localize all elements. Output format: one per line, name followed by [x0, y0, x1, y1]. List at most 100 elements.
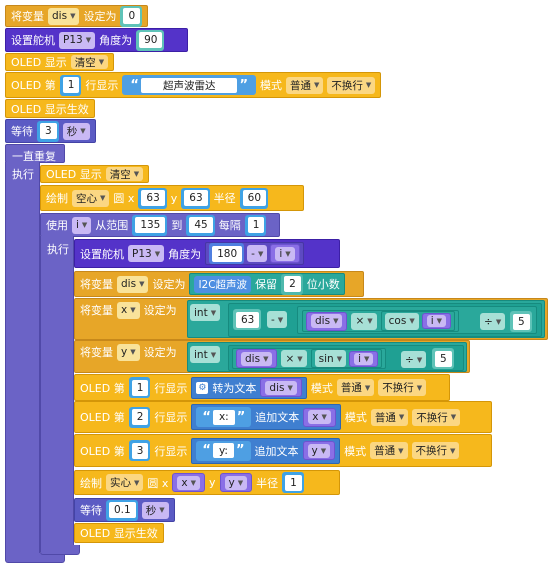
wrap-dropdown[interactable]: 不换行 ▼: [412, 408, 461, 426]
set-variable-block[interactable]: 将变量 dis ▼ 设定为 I2C超声波 保留 2 位小数: [74, 271, 364, 297]
set-variable-block[interactable]: 将变量 dis ▼ 设定为 0: [5, 5, 149, 27]
cast-dropdown[interactable]: int ▼: [190, 346, 221, 363]
divide-expression[interactable]: dis ▼ × ▼ sin ▼ i ▼ ÷ ▼ 5: [228, 345, 464, 371]
unit-dropdown[interactable]: 秒 ▼: [141, 501, 169, 519]
x-input[interactable]: 63: [138, 187, 167, 209]
fill-dropdown[interactable]: 空心 ▼: [72, 189, 110, 207]
set-variable-block[interactable]: 将变量 y ▼ 设定为 int ▼ dis ▼ × ▼ sin ▼ i ▼ ÷ ▼ 5: [74, 340, 470, 373]
function-dropdown[interactable]: cos ▼: [384, 312, 419, 330]
ultrasonic-read-block[interactable]: I2C超声波 保留 2 位小数: [189, 273, 345, 295]
variable-pill[interactable]: i ▼: [270, 244, 300, 263]
number-input[interactable]: 5: [510, 311, 532, 332]
variable-pill[interactable]: dis ▼: [236, 349, 278, 368]
oled-clear-block[interactable]: OLED 显示 清空 ▼: [40, 165, 150, 183]
wrap-dropdown[interactable]: 不换行 ▼: [327, 76, 376, 94]
angle-input[interactable]: 90: [136, 29, 165, 51]
multiply-expression[interactable]: dis ▼ × ▼ sin ▼ i ▼: [232, 348, 387, 369]
range-end-input[interactable]: 45: [186, 214, 215, 236]
gear-icon[interactable]: ⚙: [196, 381, 209, 394]
oled-show-block[interactable]: OLED 显示生效: [5, 99, 95, 118]
variable-dropdown[interactable]: dis ▼: [117, 275, 149, 293]
line-number-input[interactable]: 2: [128, 406, 151, 428]
mode-dropdown[interactable]: 普通 ▼: [336, 379, 375, 396]
oled-clear-block[interactable]: OLED 显示 清空 ▼: [5, 53, 115, 71]
operator-dropdown[interactable]: - ▼: [247, 245, 268, 262]
oled-show-block[interactable]: OLED 显示生效: [74, 523, 164, 543]
variable-dropdown[interactable]: dis ▼: [48, 7, 80, 25]
pin-dropdown[interactable]: P13 ▼: [128, 245, 165, 262]
variable-pill[interactable]: dis ▼: [306, 311, 348, 331]
text-input[interactable]: “y:”: [196, 440, 251, 461]
variable-pill[interactable]: i ▼: [421, 313, 452, 329]
variable-pill[interactable]: y ▼: [219, 473, 253, 492]
number-input[interactable]: 63: [233, 309, 262, 330]
function-dropdown[interactable]: sin ▼: [314, 350, 347, 367]
duration-input[interactable]: 3: [37, 120, 59, 142]
variable-pill[interactable]: y ▼: [302, 441, 336, 460]
variable-pill[interactable]: x ▼: [172, 473, 206, 492]
y-input[interactable]: 63: [181, 187, 210, 209]
operator-dropdown[interactable]: × ▼: [281, 350, 307, 367]
trig-function-block[interactable]: cos ▼ i ▼: [380, 311, 456, 331]
subtract-expression[interactable]: 180 - ▼ i ▼: [205, 242, 304, 265]
number-input[interactable]: 180: [209, 243, 245, 264]
set-servo-block[interactable]: 设置舵机 P13 ▼ 角度为 180 - ▼ i ▼: [74, 239, 340, 268]
wrap-dropdown[interactable]: 不换行 ▼: [378, 379, 427, 396]
subtract-expression[interactable]: 63 - ▼ dis ▼ × ▼ cos ▼ i ▼ ÷ ▼ 5: [228, 303, 542, 337]
oled-line-display-block[interactable]: OLED 第 1 行显示 “超声波雷达” 模式 普通 ▼ 不换行 ▼: [5, 72, 381, 98]
trig-function-block[interactable]: sin ▼ i ▼: [310, 349, 383, 368]
decimal-places-input[interactable]: 2: [281, 273, 303, 295]
action-dropdown[interactable]: 清空 ▼: [105, 167, 144, 181]
pin-dropdown[interactable]: P13 ▼: [59, 31, 96, 49]
variable-pill[interactable]: dis ▼: [260, 378, 302, 397]
oled-line-display-block[interactable]: OLED 第 1 行显示 ⚙ 转为文本 dis ▼ 模式 普通 ▼ 不换行 ▼: [74, 374, 450, 401]
int-cast-block[interactable]: int ▼ dis ▼ × ▼ sin ▼ i ▼ ÷ ▼ 5: [187, 342, 467, 372]
duration-input[interactable]: 0.1: [106, 499, 138, 521]
multiply-expression[interactable]: dis ▼ × ▼ cos ▼ i ▼: [302, 310, 460, 332]
loop-variable-dropdown[interactable]: i ▼: [72, 216, 92, 234]
forever-loop-block[interactable]: 一直重复: [5, 144, 65, 163]
mode-dropdown[interactable]: 普通 ▼: [286, 76, 324, 94]
mode-dropdown[interactable]: 普通 ▼: [370, 442, 408, 459]
operator-dropdown[interactable]: ÷ ▼: [480, 313, 506, 330]
range-step-input[interactable]: 1: [244, 214, 267, 236]
wait-block[interactable]: 等待 3 秒 ▼: [5, 119, 96, 143]
set-servo-block[interactable]: 设置舵机 P13 ▼ 角度为 90: [5, 28, 188, 52]
to-text-block[interactable]: ⚙ 转为文本 dis ▼: [191, 376, 307, 399]
text-input[interactable]: “超声波雷达”: [122, 75, 256, 95]
variable-dropdown[interactable]: x ▼: [117, 301, 140, 319]
variable-pill[interactable]: i ▼: [349, 350, 379, 367]
radius-input[interactable]: 1: [282, 472, 304, 493]
wait-block[interactable]: 等待 0.1 秒 ▼: [74, 498, 175, 522]
oled-line-display-block[interactable]: OLED 第 3 行显示 “y:” 追加文本 y ▼ 模式 普通 ▼ 不换行 ▼: [74, 434, 492, 467]
action-dropdown[interactable]: 清空 ▼: [70, 55, 109, 69]
fill-dropdown[interactable]: 实心 ▼: [106, 474, 144, 491]
number-input[interactable]: 5: [432, 348, 454, 369]
oled-line-display-block[interactable]: OLED 第 2 行显示 “x:” 追加文本 x ▼ 模式 普通 ▼ 不换行 ▼: [74, 401, 492, 433]
variable-dropdown[interactable]: y ▼: [117, 343, 140, 361]
draw-circle-block[interactable]: 绘制 空心 ▼ 圆 x 63 y 63 半径 60: [40, 185, 304, 211]
operator-dropdown[interactable]: - ▼: [267, 311, 288, 328]
variable-pill[interactable]: x ▼: [303, 407, 336, 427]
line-number-input[interactable]: 1: [59, 74, 82, 96]
operator-dropdown[interactable]: × ▼: [351, 312, 377, 330]
number-input[interactable]: 0: [120, 5, 143, 27]
radius-input[interactable]: 60: [239, 187, 269, 209]
append-text-block[interactable]: “x:” 追加文本 x ▼: [191, 404, 341, 430]
append-text-block[interactable]: “y:” 追加文本 y ▼: [191, 437, 341, 464]
draw-circle-block[interactable]: 绘制 实心 ▼ 圆 x x ▼ y y ▼ 半径 1: [74, 470, 340, 495]
set-variable-block[interactable]: 将变量 x ▼ 设定为 int ▼ 63 - ▼ dis ▼ × ▼ cos ▼ i ▼: [74, 298, 548, 340]
int-cast-block[interactable]: int ▼ 63 - ▼ dis ▼ × ▼ cos ▼ i ▼ ÷ ▼ 5: [187, 300, 545, 338]
text-input[interactable]: “x:”: [196, 407, 252, 427]
operator-dropdown[interactable]: ÷ ▼: [401, 351, 427, 368]
unit-dropdown[interactable]: 秒 ▼: [62, 122, 90, 140]
line-number-input[interactable]: 1: [128, 377, 151, 398]
range-start-input[interactable]: 135: [132, 214, 168, 236]
wrap-dropdown[interactable]: 不换行 ▼: [411, 442, 460, 459]
cast-dropdown[interactable]: int ▼: [190, 304, 221, 321]
line-number-input[interactable]: 3: [128, 440, 151, 461]
mode-dropdown[interactable]: 普通 ▼: [370, 408, 409, 426]
for-range-loop-block[interactable]: 使用 i ▼ 从范围 135 到 45 每隔 1: [40, 213, 280, 237]
divide-expression[interactable]: dis ▼ × ▼ cos ▼ i ▼ ÷ ▼ 5: [297, 306, 537, 334]
